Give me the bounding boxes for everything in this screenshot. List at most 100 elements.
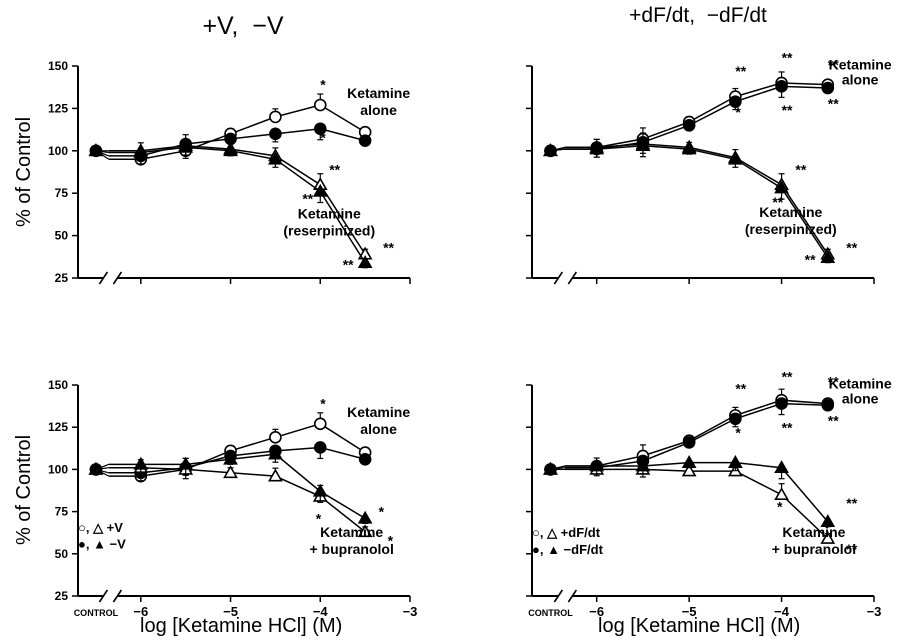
x-axis-label-left: log [Ketamine HCl] (M) — [140, 615, 343, 637]
significance-marker: ** — [846, 495, 857, 511]
series-line — [564, 402, 828, 469]
annotation-text: Ketamine — [347, 404, 410, 420]
y-tick-label: 150 — [48, 378, 68, 392]
y-tick-label: 50 — [55, 229, 69, 243]
annotation-text: Ketamine — [782, 524, 845, 540]
annotation-text: Ketamine — [829, 56, 892, 72]
significance-marker: ** — [343, 257, 354, 273]
annotation-text: (reserpinized) — [283, 223, 375, 239]
data-point — [357, 255, 373, 269]
y-tick-label: 150 — [48, 59, 68, 73]
significance-marker: ** — [782, 369, 793, 385]
annotation-text: + bupranolol — [772, 541, 856, 557]
data-point — [774, 460, 789, 474]
data-point — [268, 151, 283, 165]
axis-break-mark — [567, 589, 578, 603]
data-point — [313, 417, 327, 431]
significance-marker: ** — [782, 50, 793, 66]
y-tick-label: 100 — [48, 462, 68, 476]
data-point — [223, 451, 238, 465]
annotation-text: alone — [842, 391, 879, 407]
annotation-text: alone — [360, 421, 397, 437]
x-tick-label: −5 — [682, 604, 697, 619]
data-point — [313, 98, 327, 112]
significance-marker: ** — [735, 380, 746, 396]
data-point — [358, 452, 372, 466]
data-point — [268, 468, 283, 482]
significance-marker: * — [316, 510, 322, 526]
y-tick-label: 25 — [55, 271, 69, 285]
data-point — [635, 138, 651, 152]
y-tick-label: 125 — [48, 101, 68, 115]
annotation-text: + bupranolol — [309, 541, 393, 557]
data-point — [313, 122, 327, 136]
series-line — [564, 144, 829, 259]
significance-marker: ** — [846, 240, 857, 256]
significance-marker: ** — [846, 541, 857, 557]
data-point — [133, 144, 149, 158]
x-tick-label: CONTROL — [528, 608, 573, 618]
y-tick-label: 50 — [55, 547, 69, 561]
data-point — [589, 458, 605, 472]
y-tick-label: 25 — [55, 589, 69, 603]
data-point — [727, 151, 743, 165]
data-point — [312, 483, 328, 497]
data-point — [682, 119, 696, 132]
data-point — [820, 530, 836, 544]
data-point — [312, 183, 328, 197]
x-tick-label: −6 — [589, 604, 604, 619]
data-point — [88, 143, 104, 157]
legend-entry: ●, ▲ −dF/dt — [532, 542, 604, 557]
annotation-text: Ketamine — [759, 204, 822, 220]
data-point — [681, 141, 697, 155]
axis-break-mark — [112, 589, 123, 603]
data-point — [821, 398, 835, 412]
data-point — [357, 510, 373, 524]
significance-marker: ** — [329, 162, 340, 178]
data-point — [635, 458, 651, 472]
x-tick-label: CONTROL — [74, 608, 119, 618]
data-point — [681, 463, 697, 477]
data-point — [269, 110, 282, 124]
data-point — [223, 465, 238, 479]
significance-marker: ** — [302, 190, 313, 206]
significance-marker: * — [735, 104, 741, 120]
x-tick-label: −3 — [403, 604, 418, 619]
legend-entry: ○, △ +V — [78, 520, 123, 535]
significance-marker: * — [320, 77, 326, 93]
data-point — [774, 180, 789, 194]
data-point — [821, 81, 835, 95]
significance-marker: * — [320, 396, 326, 412]
x-tick-label: −4 — [774, 604, 790, 619]
legend-entry: ○, △ +dF/dt — [532, 525, 601, 540]
data-point — [820, 514, 836, 528]
data-point — [223, 143, 238, 157]
axis-break-mark — [98, 589, 109, 603]
annotation-text: Ketamine — [320, 524, 383, 540]
significance-marker: * — [777, 499, 783, 515]
data-point — [313, 441, 327, 454]
data-point — [729, 95, 742, 108]
significance-marker: ** — [795, 162, 806, 178]
data-point — [775, 80, 788, 93]
x-tick-label: −6 — [133, 604, 148, 619]
axis-break-mark — [553, 589, 564, 603]
annotation-text: alone — [842, 72, 879, 88]
significance-marker: ** — [772, 194, 783, 210]
significance-marker: * — [320, 129, 326, 145]
x-axis-label-right: log [Ketamine HCl] (M) — [598, 615, 801, 637]
data-point — [178, 139, 194, 153]
data-point — [133, 456, 149, 470]
data-point — [681, 455, 697, 468]
significance-marker: ** — [782, 419, 793, 435]
annotation-text: Ketamine — [347, 85, 410, 101]
significance-marker: * — [388, 532, 394, 548]
data-point — [727, 455, 743, 468]
y-axis-label: % of Control — [13, 435, 35, 545]
significance-marker: ** — [828, 413, 839, 429]
data-point — [178, 456, 194, 470]
annotation-text: (reserpinized) — [745, 221, 837, 237]
x-tick-label: −5 — [223, 604, 238, 619]
annotation-text: alone — [360, 102, 397, 118]
data-point — [357, 524, 373, 538]
